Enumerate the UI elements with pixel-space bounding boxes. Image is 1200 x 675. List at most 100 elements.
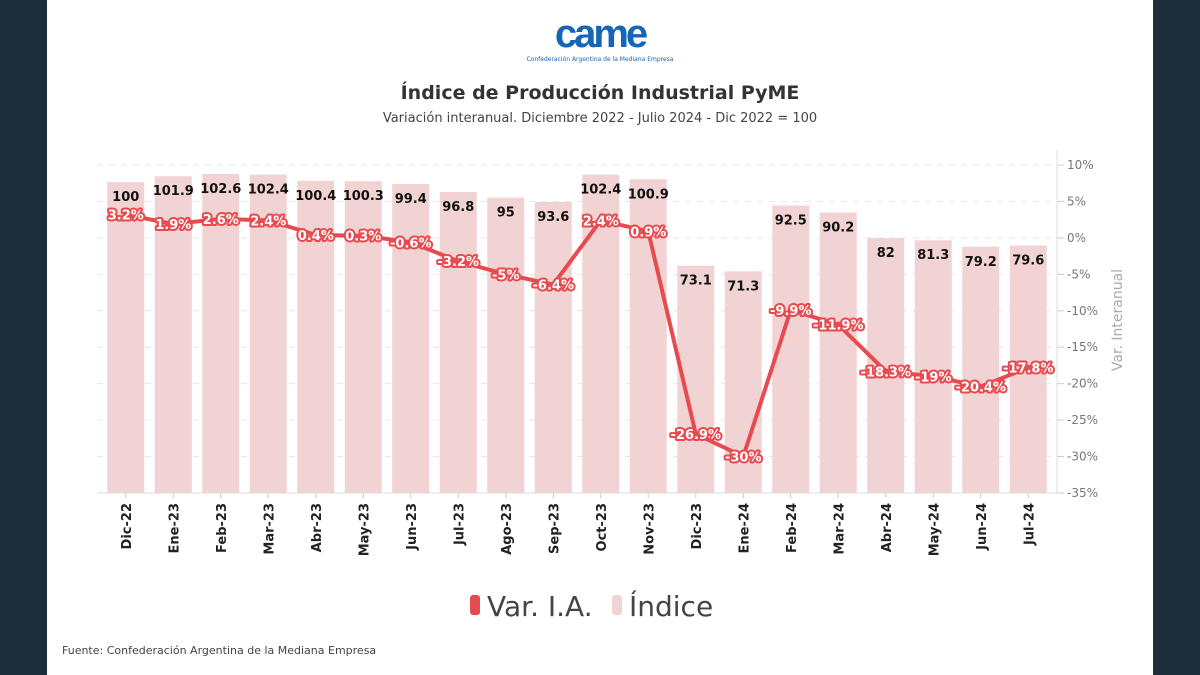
y2-tick-label: -15% xyxy=(1067,340,1098,354)
legend-swatch-indice xyxy=(612,595,622,615)
line-point xyxy=(645,228,652,235)
bar-value-label: 73.1 xyxy=(680,274,712,289)
line-value-label: -19% xyxy=(915,370,952,385)
bar-indice xyxy=(914,240,952,493)
x-tick-label: Ene-24 xyxy=(737,503,752,553)
x-tick-label: Nov-23 xyxy=(642,503,657,555)
line-point xyxy=(265,217,272,224)
legend-label-var-ia: Var. I.A. xyxy=(487,590,593,623)
line-value-label: 2.4% xyxy=(583,214,619,229)
x-tick-label: Dic-23 xyxy=(690,503,705,549)
logo-mark: came xyxy=(554,12,648,56)
chart-title: Índice de Producción Industrial PyME xyxy=(400,82,800,104)
x-tick-label: Mar-24 xyxy=(832,503,847,555)
x-tick-label: Abr-24 xyxy=(880,503,895,552)
bar-indice xyxy=(107,182,145,493)
bar-value-label: 81.3 xyxy=(917,248,949,263)
line-value-label: 0.3% xyxy=(345,230,381,245)
bar-value-label: 100.3 xyxy=(343,189,384,204)
x-tick-label: Dic-22 xyxy=(120,503,135,549)
line-value-label: -0.6% xyxy=(390,236,431,251)
line-point xyxy=(835,321,842,328)
y2-tick-label: -25% xyxy=(1067,413,1098,427)
came-logo: came Confederación Argentina de la Media… xyxy=(47,12,1153,64)
bar-value-label: 92.5 xyxy=(775,213,807,228)
chart-subtitle: Variación interanual. Diciembre 2022 - J… xyxy=(382,111,818,126)
bar-value-label: 90.2 xyxy=(822,221,854,236)
bar-value-label: 102.6 xyxy=(200,182,241,197)
bar-value-label: 100.9 xyxy=(628,187,669,202)
bar-indice xyxy=(962,246,1000,493)
x-tick-label: Jun-24 xyxy=(975,503,990,551)
line-point xyxy=(930,373,937,380)
x-tick-label: May-23 xyxy=(357,503,372,556)
bar-value-label: 71.3 xyxy=(727,279,759,294)
x-tick-label: May-24 xyxy=(927,503,942,556)
line-value-label: -9.9% xyxy=(770,304,811,319)
line-value-label: -11.9% xyxy=(813,319,864,334)
x-tick-label: Feb-24 xyxy=(785,503,800,553)
bar-indice xyxy=(819,212,857,493)
bar-value-label: 95 xyxy=(497,206,515,221)
y2-tick-label: -10% xyxy=(1067,304,1098,318)
line-value-label: 2.6% xyxy=(203,213,239,228)
bar-value-label: 99.4 xyxy=(395,192,427,207)
y2-tick-label: -5% xyxy=(1067,267,1090,281)
line-value-label: -26.9% xyxy=(671,428,722,443)
bar-value-label: 96.8 xyxy=(442,200,474,215)
line-point xyxy=(1025,364,1032,371)
y2-tick-label: -30% xyxy=(1067,450,1098,464)
line-point xyxy=(122,211,129,218)
line-value-label: -20.4% xyxy=(956,381,1007,396)
line-point xyxy=(882,368,889,375)
line-point xyxy=(977,383,984,390)
source-note: Fuente: Confederación Argentina de la Me… xyxy=(62,644,377,657)
x-tick-label: Jul-23 xyxy=(452,503,467,546)
bar-value-label: 100 xyxy=(112,190,139,205)
bar-value-label: 82 xyxy=(877,246,895,261)
bar-indice xyxy=(439,192,477,493)
line-point xyxy=(455,258,462,265)
line-value-label: -18.3% xyxy=(861,365,912,380)
y2-tick-label: 10% xyxy=(1067,158,1094,172)
line-value-label: -3.2% xyxy=(438,255,479,270)
y2-tick-label: -20% xyxy=(1067,377,1098,391)
bar-indice xyxy=(487,197,525,494)
bar-value-label: 79.6 xyxy=(1012,254,1044,269)
line-value-label: 1.9% xyxy=(155,218,191,233)
bar-indice xyxy=(534,201,572,493)
y2-tick-label: 0% xyxy=(1067,231,1086,245)
line-value-label: -6.4% xyxy=(533,279,574,294)
line-value-label: 2.4% xyxy=(250,214,286,229)
line-point xyxy=(550,281,557,288)
bar-value-label: 102.4 xyxy=(248,183,289,198)
bar-value-label: 102.4 xyxy=(580,183,621,198)
bar-indice xyxy=(249,174,287,493)
line-point xyxy=(170,221,177,228)
line-point xyxy=(740,453,747,460)
x-tick-label: Ene-23 xyxy=(167,503,182,553)
line-value-label: 3.2% xyxy=(108,209,144,224)
bar-indice xyxy=(344,181,382,494)
x-tick-label: Feb-23 xyxy=(215,503,230,553)
bar-value-label: 93.6 xyxy=(537,210,569,225)
line-point xyxy=(692,430,699,437)
line-point xyxy=(360,232,367,239)
legend-swatch-var-ia xyxy=(470,595,480,615)
line-point xyxy=(217,215,224,222)
bar-indice xyxy=(867,238,905,493)
x-tick-label: Jul-24 xyxy=(1022,503,1037,546)
line-point xyxy=(502,271,509,278)
bar-indice xyxy=(297,180,335,493)
x-tick-label: Oct-23 xyxy=(595,503,610,551)
y2-axis-label: Var. Interanual xyxy=(1110,269,1126,371)
x-tick-label: Sep-23 xyxy=(547,503,562,554)
line-value-label: -5% xyxy=(492,268,519,283)
bar-value-label: 79.2 xyxy=(965,255,997,270)
line-value-label: 0.9% xyxy=(630,225,666,240)
line-point xyxy=(407,239,414,246)
x-tick-label: Mar-23 xyxy=(262,503,277,555)
line-point xyxy=(312,231,319,238)
y2-tick-label: 5% xyxy=(1067,194,1086,208)
